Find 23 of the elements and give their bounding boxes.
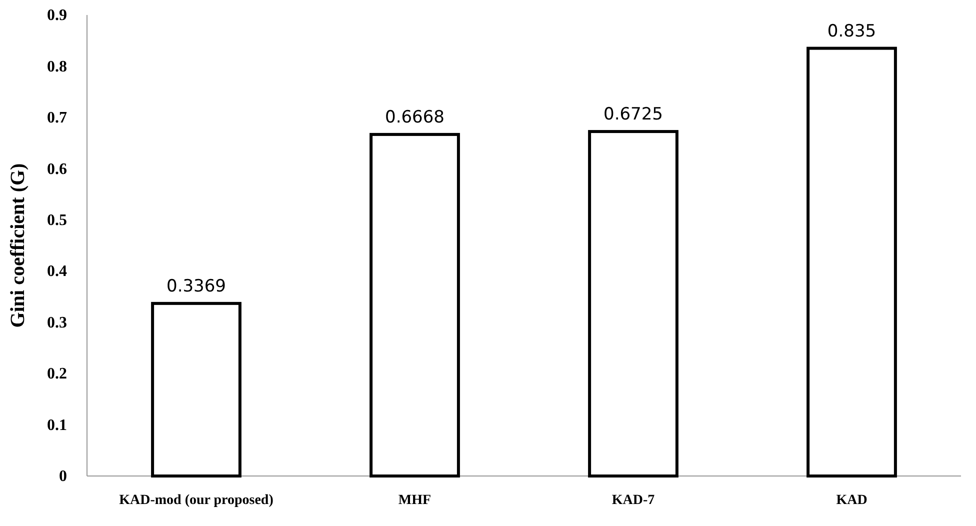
x-tick-label: KAD-mod (our proposed) xyxy=(119,492,274,508)
y-tick-label: 0.1 xyxy=(47,416,67,434)
y-tick-label: 0.4 xyxy=(47,263,67,280)
y-tick-label: 0.3 xyxy=(47,314,67,332)
x-tick-label: KAD-7 xyxy=(612,492,655,508)
bar xyxy=(370,132,460,478)
y-tick-label: 0 xyxy=(59,468,67,486)
data-label: 0.835 xyxy=(827,21,876,42)
data-label: 0.6725 xyxy=(604,104,663,125)
y-tick-label: 0.9 xyxy=(47,7,67,24)
x-tick-label: KAD xyxy=(836,492,868,508)
y-tick-label: 0.5 xyxy=(47,212,67,230)
y-tick-label: 0.2 xyxy=(47,366,67,383)
bar xyxy=(588,130,678,478)
y-tick-label: 0.8 xyxy=(47,58,67,76)
bar xyxy=(806,46,897,478)
bar xyxy=(151,302,242,478)
data-label: 0.3369 xyxy=(166,276,226,296)
x-tick-label: MHF xyxy=(398,492,432,508)
y-tick-label: 0.7 xyxy=(47,110,67,127)
y-tick-label: 0.6 xyxy=(47,160,67,178)
y-axis-title: Gini coefficient (G) xyxy=(7,163,29,328)
data-label: 0.6668 xyxy=(385,107,444,128)
